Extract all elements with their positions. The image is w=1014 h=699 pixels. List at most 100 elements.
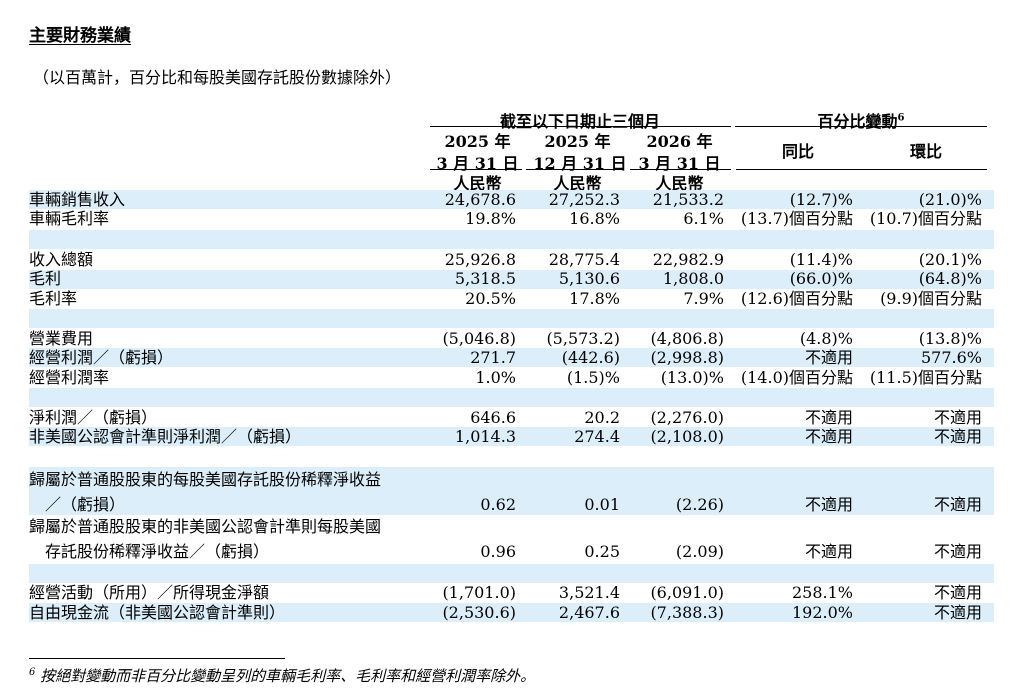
band bbox=[29, 270, 994, 289]
row-label: 經營活動（所用）／所得現金淨額 bbox=[29, 583, 270, 602]
cell-period-3: (2,108.0) bbox=[650, 427, 724, 446]
cell-period-1: 271.7 bbox=[470, 348, 516, 367]
cell-yoy: (13.7)個百分點 bbox=[740, 209, 853, 228]
header-rule-change bbox=[735, 126, 987, 127]
footnote-text: 按絕對變動而非百分比變動呈列的車輛毛利率、毛利率和經營利潤率除外。 bbox=[40, 667, 536, 685]
cell-yoy: 不適用 bbox=[804, 427, 853, 446]
cell-period-2: (442.6) bbox=[561, 348, 620, 367]
cell-qoq: 不適用 bbox=[933, 583, 982, 602]
date-rule-1 bbox=[430, 169, 522, 170]
cell-period-1: (2,530.6) bbox=[442, 603, 516, 622]
yoy-header: 同比 bbox=[781, 142, 814, 161]
change-group-label: 百分比變動 bbox=[817, 112, 898, 131]
cell-period-2: (1.5)% bbox=[566, 368, 620, 387]
cell-yoy: (66.0)% bbox=[789, 269, 853, 288]
cell-period-1: 19.8% bbox=[465, 209, 516, 228]
cell-qoq: (13.8)% bbox=[918, 329, 982, 348]
band bbox=[29, 309, 994, 328]
table-row: 淨利潤／（虧損） 646.6 20.2 (2,276.0) 不適用 不適用 bbox=[0, 408, 1014, 428]
cell-period-3: (6,091.0) bbox=[650, 583, 724, 602]
band bbox=[29, 467, 994, 515]
period-3-year: 2026 年 bbox=[646, 132, 713, 151]
section-title: 主要財務業績 bbox=[29, 26, 131, 46]
row-label: 車輛銷售收入 bbox=[29, 190, 126, 209]
cell-period-2: 274.4 bbox=[574, 427, 620, 446]
footnote-ref: 6 bbox=[897, 112, 905, 124]
table-row: 營業費用 (5,046.8) (5,573.2) (4,806.8) (4.8)… bbox=[0, 329, 1014, 349]
cell-period-2: (5,573.2) bbox=[546, 329, 620, 348]
cell-qoq: 不適用 bbox=[933, 542, 982, 561]
cell-period-3: (4,806.8) bbox=[650, 329, 724, 348]
cell-period-3: 22,982.9 bbox=[652, 250, 724, 269]
cell-period-2: 0.01 bbox=[584, 495, 620, 514]
change-group-header: 百分比變動6 bbox=[734, 108, 988, 132]
cell-qoq: 不適用 bbox=[933, 408, 982, 427]
cell-period-3: (2.26) bbox=[675, 495, 724, 514]
cell-period-2: 2,467.6 bbox=[558, 603, 620, 622]
table-row: 車輛毛利率 19.8% 16.8% 6.1% (13.7)個百分點 (10.7)… bbox=[0, 209, 1014, 229]
band bbox=[29, 564, 994, 583]
period-1-currency: 人民幣 bbox=[453, 174, 502, 193]
cell-yoy: 不適用 bbox=[804, 408, 853, 427]
cell-period-1: 5,318.5 bbox=[454, 269, 516, 288]
cell-qoq: (9.9)個百分點 bbox=[880, 289, 982, 308]
cell-period-2: 17.8% bbox=[569, 289, 620, 308]
cell-period-3: 7.9% bbox=[683, 289, 724, 308]
cell-period-1: 24,678.6 bbox=[444, 190, 516, 209]
cell-period-1: 25,926.8 bbox=[444, 250, 516, 269]
cell-qoq: (64.8)% bbox=[918, 269, 982, 288]
period-1-year: 2025 年 bbox=[444, 132, 511, 151]
cell-yoy: (11.4)% bbox=[789, 250, 853, 269]
row-label: 經營利潤率 bbox=[29, 368, 110, 387]
cell-period-2: 20.2 bbox=[584, 408, 620, 427]
cell-period-2: 28,775.4 bbox=[548, 250, 620, 269]
table-row: 毛利 5,318.5 5,130.6 1,808.0 (66.0)% (64.8… bbox=[0, 269, 1014, 289]
cell-period-2: 3,521.4 bbox=[558, 583, 620, 602]
cell-qoq: 不適用 bbox=[933, 495, 982, 514]
table-row: 收入總額 25,926.8 28,775.4 22,982.9 (11.4)% … bbox=[0, 250, 1014, 270]
row-label: 毛利率 bbox=[29, 289, 78, 308]
cell-period-3: (2,998.8) bbox=[650, 348, 724, 367]
period-2-date: 12 月 31 日 bbox=[533, 154, 627, 173]
band bbox=[29, 230, 994, 249]
row-label: 非美國公認會計準則淨利潤／（虧損） bbox=[29, 427, 302, 446]
period-3-currency: 人民幣 bbox=[655, 174, 704, 193]
cell-period-1: (5,046.8) bbox=[442, 329, 516, 348]
cell-period-3: (2.09) bbox=[675, 542, 724, 561]
date-rule-2 bbox=[526, 169, 624, 170]
cell-qoq: (11.5)個百分點 bbox=[869, 368, 982, 387]
cell-qoq: 577.6% bbox=[920, 348, 982, 367]
band bbox=[29, 427, 994, 446]
cell-period-2: 0.25 bbox=[584, 542, 620, 561]
row-label: 營業費用 bbox=[29, 329, 94, 348]
cell-period-1: (1,701.0) bbox=[442, 583, 516, 602]
cell-period-3: 1,808.0 bbox=[662, 269, 724, 288]
period-3-date: 3 月 31 日 bbox=[638, 154, 721, 173]
row-label: 自由現金流（非美國公認會計準則） bbox=[29, 603, 286, 622]
cell-period-1: 0.96 bbox=[480, 542, 516, 561]
cell-qoq: 不適用 bbox=[933, 603, 982, 622]
cell-period-3: (2,276.0) bbox=[650, 408, 724, 427]
cell-yoy: 不適用 bbox=[804, 495, 853, 514]
band bbox=[29, 348, 994, 367]
row-label: 淨利潤／（虧損） bbox=[29, 408, 158, 427]
cell-period-1: 0.62 bbox=[480, 495, 516, 514]
cell-period-2: 16.8% bbox=[569, 209, 620, 228]
cell-period-3: 6.1% bbox=[683, 209, 724, 228]
row-label: 收入總額 bbox=[29, 250, 94, 269]
row-label: 歸屬於普通股股東的每股美國存託股份稀釋淨收益 bbox=[29, 470, 382, 489]
table-row: 歸屬於普通股股東的每股美國存託股份稀釋淨收益 bbox=[0, 470, 1014, 490]
cell-yoy: 不適用 bbox=[804, 542, 853, 561]
table-row: 經營利潤率 1.0% (1.5)% (13.0)% (14.0)個百分點 (11… bbox=[0, 368, 1014, 388]
period-2-currency: 人民幣 bbox=[553, 174, 602, 193]
header-rule-periods bbox=[430, 126, 731, 127]
footnote-mark: 6 bbox=[29, 667, 36, 678]
row-label: ／（虧損） bbox=[45, 495, 126, 514]
period-2-year: 2025 年 bbox=[544, 132, 611, 151]
cell-yoy: (4.8)% bbox=[799, 329, 853, 348]
table-row: 經營利潤／（虧損） 271.7 (442.6) (2,998.8) 不適用 57… bbox=[0, 348, 1014, 368]
table-row: 歸屬於普通股股東的非美國公認會計準則每股美國 bbox=[0, 517, 1014, 537]
band bbox=[29, 190, 994, 209]
cell-yoy: 258.1% bbox=[791, 583, 853, 602]
cell-period-1: 20.5% bbox=[465, 289, 516, 308]
